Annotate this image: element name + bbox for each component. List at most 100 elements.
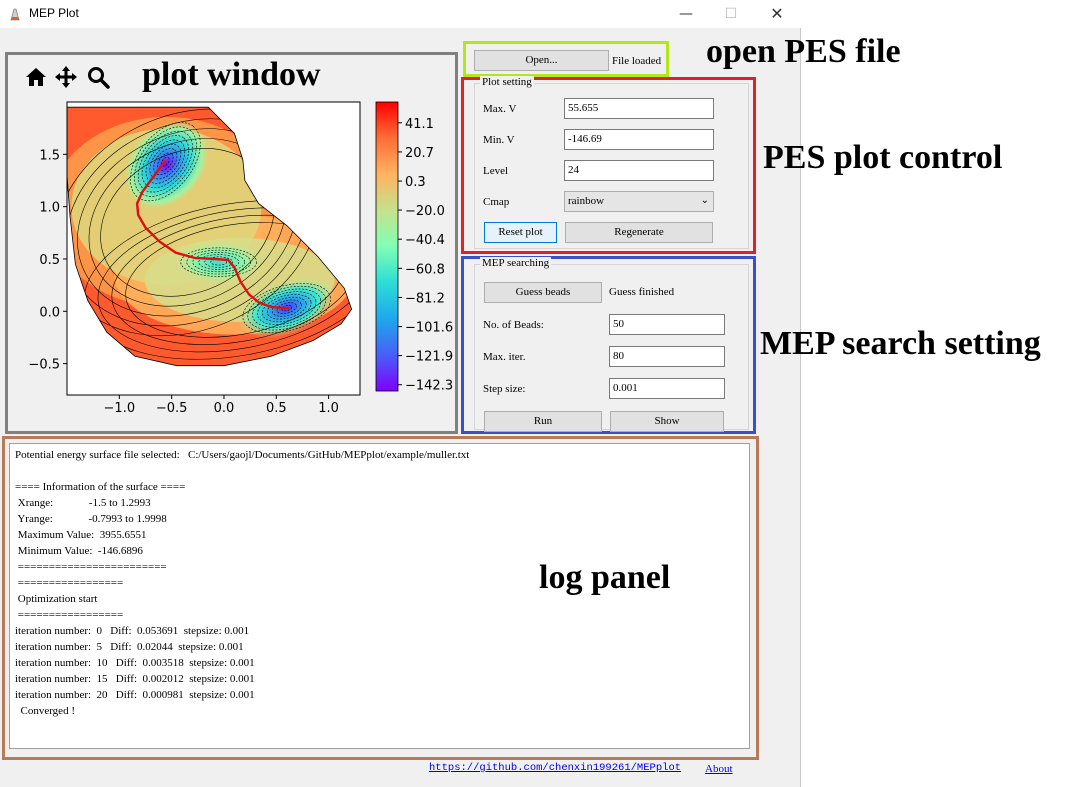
- contour-line: [271, 299, 302, 317]
- about-link[interactable]: About: [705, 763, 733, 775]
- mep-search-frame: [461, 256, 756, 434]
- log-line: ========================: [15, 561, 167, 573]
- log-line: Optimization start: [15, 593, 98, 605]
- contour-line: [252, 288, 322, 328]
- level-input[interactable]: 24: [564, 160, 714, 181]
- log-line: ==== Information of the surface ====: [15, 481, 186, 493]
- move-icon[interactable]: [54, 65, 78, 89]
- x-tick-label: 0.0: [214, 401, 235, 416]
- step-size-label: Step size:: [483, 383, 526, 395]
- min-v-input[interactable]: -146.69: [564, 129, 714, 150]
- plot-setting-title: Plot setting: [480, 76, 534, 88]
- plot-window-annotation: plot window: [142, 56, 321, 93]
- repo-link[interactable]: https://github.com/chenxin199261/MEPplot: [429, 762, 682, 774]
- open-file-button[interactable]: Open...: [474, 50, 609, 71]
- show-button[interactable]: Show: [610, 411, 724, 432]
- chevron-down-icon: ⌄: [700, 195, 709, 206]
- plot-axes: −1.0 −0.5 0.0 0.5 1.0 1.5 1.0 0.5 0.0 −0.5: [28, 101, 361, 416]
- guess-beads-button[interactable]: Guess beads: [484, 282, 602, 303]
- log-line: Minimum Value: -146.6896: [15, 545, 143, 557]
- log-panel-annotation: log panel: [539, 559, 671, 596]
- log-line: iteration number: 5 Diff: 0.02044 stepsi…: [15, 641, 244, 653]
- level-label: Level: [483, 165, 509, 177]
- contour-line: [192, 252, 246, 273]
- y-tick-label: 0.0: [39, 305, 60, 320]
- x-tick-label: 0.5: [266, 401, 287, 416]
- basin-b: [172, 240, 265, 285]
- log-line: Maximum Value: 3955.6551: [15, 529, 147, 541]
- cmap-select[interactable]: rainbow ⌄: [564, 191, 714, 212]
- max-iter-input[interactable]: 80: [609, 346, 725, 367]
- colorbar-tick-label: −60.8: [405, 262, 445, 277]
- title-bar[interactable]: MEP Plot — ☐ ✕: [0, 0, 801, 28]
- contour-line: [97, 207, 352, 353]
- log-line: Xrange: -1.5 to 1.2993: [15, 497, 151, 509]
- y-tick-label: 1.5: [39, 148, 60, 163]
- cmap-selected-value: rainbow: [568, 195, 605, 207]
- step-size-input[interactable]: 0.001: [609, 378, 725, 399]
- open-file-frame: [463, 41, 669, 77]
- log-line: iteration number: 0 Diff: 0.053691 steps…: [15, 625, 250, 637]
- max-v-label: Max. V: [483, 103, 517, 115]
- y-tick-label: −0.5: [28, 358, 60, 373]
- contour-line: [153, 148, 178, 176]
- contour-line: [247, 285, 327, 331]
- colorbar-tick-label: 20.7: [405, 146, 434, 161]
- plot-control-frame: [461, 77, 756, 254]
- home-icon[interactable]: [24, 65, 48, 89]
- regenerate-button[interactable]: Regenerate: [565, 222, 713, 243]
- close-button[interactable]: ✕: [770, 4, 784, 23]
- plot-frame-border: [66, 101, 361, 396]
- file-status-label: File loaded: [612, 55, 662, 67]
- colorbar-tick-label: −40.4: [405, 233, 445, 248]
- open-file-annotation: open PES file: [706, 33, 901, 70]
- log-line: iteration number: 10 Diff: 0.003518 step…: [15, 657, 255, 669]
- pes-contour-plot[interactable]: −1.0 −0.5 0.0 0.5 1.0 1.5 1.0 0.5 0.0 −0.5 41.1 20…: [18, 96, 458, 426]
- contour-line: [180, 247, 258, 277]
- log-panel[interactable]: Potential energy surface file selected: …: [9, 443, 750, 749]
- colorbar-gradient: [375, 101, 399, 392]
- minimize-button[interactable]: —: [679, 6, 693, 22]
- contour-line: [198, 254, 240, 270]
- log-line: Yrange: -0.7993 to 1.9998: [15, 513, 167, 525]
- log-line: iteration number: 20 Diff: 0.000981 step…: [15, 689, 255, 701]
- contour-line: [257, 291, 317, 325]
- colorbar-tick-label: −142.3: [405, 379, 453, 394]
- run-button[interactable]: Run: [484, 411, 602, 432]
- colorbar-tick-label: 0.3: [405, 175, 426, 190]
- y-tick-label: 1.0: [39, 201, 60, 216]
- y-tick-label: 0.5: [39, 253, 60, 268]
- guess-status-label: Guess finished: [609, 286, 675, 298]
- mep-setting-annotation: MEP search setting: [760, 325, 1041, 362]
- contour-line: [281, 305, 292, 312]
- colorbar-tick-label: −121.9: [405, 350, 453, 365]
- log-line: =================: [15, 609, 124, 621]
- min-v-label: Min. V: [483, 134, 515, 146]
- beads-input[interactable]: 50: [609, 314, 725, 335]
- plot-setting-group: [474, 83, 749, 249]
- x-tick-label: −0.5: [156, 401, 188, 416]
- cmap-label: Cmap: [483, 196, 510, 208]
- log-line: Potential energy surface file selected: …: [15, 449, 470, 461]
- window-title: MEP Plot: [29, 6, 79, 20]
- max-iter-label: Max. iter.: [483, 351, 526, 363]
- colorbar-tick-label: −20.0: [405, 204, 445, 219]
- surface-outline: [66, 106, 353, 367]
- colorbar-tick-label: −81.2: [405, 291, 445, 306]
- contour-line: [242, 283, 331, 334]
- app-icon: [10, 8, 20, 21]
- reset-plot-button[interactable]: Reset plot: [484, 222, 557, 243]
- log-line: Converged !: [15, 705, 75, 717]
- maximize-button[interactable]: ☐: [724, 6, 738, 22]
- contour-line: [204, 256, 234, 268]
- log-panel-frame: [2, 436, 759, 760]
- contour-line: [266, 296, 307, 320]
- plot-toolbar: [24, 65, 114, 89]
- max-v-input[interactable]: 55.655: [564, 98, 714, 119]
- colorbar: 41.1 20.7 0.3 −20.0 −40.4 −60.8 −81.2 −101.6 −12…: [375, 101, 453, 394]
- log-line: =================: [15, 577, 124, 589]
- colorbar-tick-label: −101.6: [405, 321, 453, 336]
- colorbar-tick-label: 41.1: [405, 117, 434, 132]
- beads-label: No. of Beads:: [483, 319, 544, 331]
- zoom-icon[interactable]: [86, 65, 110, 89]
